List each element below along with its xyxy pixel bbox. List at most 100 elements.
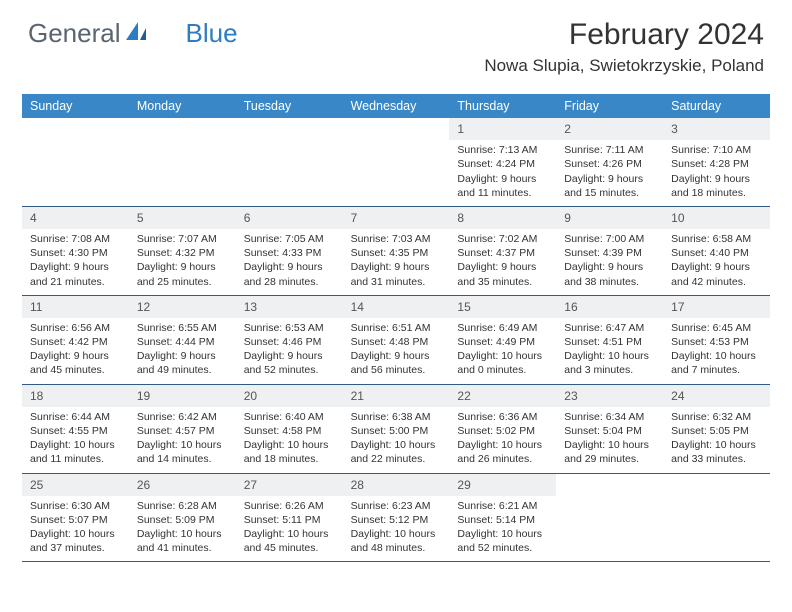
day-number: 8	[449, 207, 556, 229]
sunset-text: Sunset: 5:12 PM	[351, 513, 442, 527]
sunset-text: Sunset: 4:46 PM	[244, 335, 335, 349]
day-details: Sunrise: 6:36 AMSunset: 5:02 PMDaylight:…	[449, 407, 556, 473]
daylight-text: Daylight: 9 hours and 49 minutes.	[137, 349, 228, 377]
sunset-text: Sunset: 4:37 PM	[457, 246, 548, 260]
daylight-text: Daylight: 10 hours and 52 minutes.	[457, 527, 548, 555]
day-number: 22	[449, 385, 556, 407]
sunset-text: Sunset: 4:24 PM	[457, 157, 548, 171]
day-cell: 27Sunrise: 6:26 AMSunset: 5:11 PMDayligh…	[236, 474, 343, 563]
day-cell: 5Sunrise: 7:07 AMSunset: 4:32 PMDaylight…	[129, 207, 236, 296]
day-details: Sunrise: 6:58 AMSunset: 4:40 PMDaylight:…	[663, 229, 770, 295]
day-details: Sunrise: 6:55 AMSunset: 4:44 PMDaylight:…	[129, 318, 236, 384]
sunrise-text: Sunrise: 7:13 AM	[457, 143, 548, 157]
day-details: Sunrise: 7:13 AMSunset: 4:24 PMDaylight:…	[449, 140, 556, 206]
day-cell: 4Sunrise: 7:08 AMSunset: 4:30 PMDaylight…	[22, 207, 129, 296]
day-number: 16	[556, 296, 663, 318]
daylight-text: Daylight: 9 hours and 35 minutes.	[457, 260, 548, 288]
sunset-text: Sunset: 4:32 PM	[137, 246, 228, 260]
daylight-text: Daylight: 10 hours and 7 minutes.	[671, 349, 762, 377]
daylight-text: Daylight: 9 hours and 28 minutes.	[244, 260, 335, 288]
daylight-text: Daylight: 9 hours and 42 minutes.	[671, 260, 762, 288]
day-details: Sunrise: 7:11 AMSunset: 4:26 PMDaylight:…	[556, 140, 663, 206]
sunset-text: Sunset: 4:49 PM	[457, 335, 548, 349]
day-number: 6	[236, 207, 343, 229]
day-cell: 28Sunrise: 6:23 AMSunset: 5:12 PMDayligh…	[343, 474, 450, 563]
day-header-tuesday: Tuesday	[236, 94, 343, 118]
day-details: Sunrise: 6:44 AMSunset: 4:55 PMDaylight:…	[22, 407, 129, 473]
day-number: 2	[556, 118, 663, 140]
day-number: 28	[343, 474, 450, 496]
day-details: Sunrise: 6:53 AMSunset: 4:46 PMDaylight:…	[236, 318, 343, 384]
sunrise-text: Sunrise: 7:03 AM	[351, 232, 442, 246]
daylight-text: Daylight: 10 hours and 3 minutes.	[564, 349, 655, 377]
day-number: 7	[343, 207, 450, 229]
day-number: 20	[236, 385, 343, 407]
day-cell: 11Sunrise: 6:56 AMSunset: 4:42 PMDayligh…	[22, 296, 129, 385]
empty-cell	[556, 474, 663, 563]
daylight-text: Daylight: 10 hours and 48 minutes.	[351, 527, 442, 555]
calendar: SundayMondayTuesdayWednesdayThursdayFrid…	[22, 94, 770, 562]
day-number: 26	[129, 474, 236, 496]
sunrise-text: Sunrise: 6:32 AM	[671, 410, 762, 424]
day-number: 25	[22, 474, 129, 496]
daylight-text: Daylight: 9 hours and 25 minutes.	[137, 260, 228, 288]
day-cell: 3Sunrise: 7:10 AMSunset: 4:28 PMDaylight…	[663, 118, 770, 207]
title-block: February 2024 Nowa Slupia, Swietokrzyski…	[484, 18, 764, 76]
daylight-text: Daylight: 10 hours and 0 minutes.	[457, 349, 548, 377]
day-details: Sunrise: 7:00 AMSunset: 4:39 PMDaylight:…	[556, 229, 663, 295]
logo-text-2: Blue	[186, 18, 238, 49]
daylight-text: Daylight: 9 hours and 52 minutes.	[244, 349, 335, 377]
day-cell: 12Sunrise: 6:55 AMSunset: 4:44 PMDayligh…	[129, 296, 236, 385]
day-details: Sunrise: 7:10 AMSunset: 4:28 PMDaylight:…	[663, 140, 770, 206]
day-header-saturday: Saturday	[663, 94, 770, 118]
day-header-thursday: Thursday	[449, 94, 556, 118]
sunrise-text: Sunrise: 7:11 AM	[564, 143, 655, 157]
sunrise-text: Sunrise: 7:02 AM	[457, 232, 548, 246]
day-number: 1	[449, 118, 556, 140]
day-details: Sunrise: 6:34 AMSunset: 5:04 PMDaylight:…	[556, 407, 663, 473]
sunset-text: Sunset: 5:14 PM	[457, 513, 548, 527]
daylight-text: Daylight: 10 hours and 22 minutes.	[351, 438, 442, 466]
day-details: Sunrise: 7:05 AMSunset: 4:33 PMDaylight:…	[236, 229, 343, 295]
empty-cell	[343, 118, 450, 207]
daylight-text: Daylight: 9 hours and 45 minutes.	[30, 349, 121, 377]
daylight-text: Daylight: 9 hours and 21 minutes.	[30, 260, 121, 288]
day-details: Sunrise: 7:02 AMSunset: 4:37 PMDaylight:…	[449, 229, 556, 295]
sunset-text: Sunset: 4:57 PM	[137, 424, 228, 438]
sunset-text: Sunset: 4:42 PM	[30, 335, 121, 349]
empty-cell	[663, 474, 770, 563]
day-details: Sunrise: 6:56 AMSunset: 4:42 PMDaylight:…	[22, 318, 129, 384]
day-details: Sunrise: 6:51 AMSunset: 4:48 PMDaylight:…	[343, 318, 450, 384]
day-number: 12	[129, 296, 236, 318]
day-details: Sunrise: 6:47 AMSunset: 4:51 PMDaylight:…	[556, 318, 663, 384]
day-header-sunday: Sunday	[22, 94, 129, 118]
sunrise-text: Sunrise: 6:47 AM	[564, 321, 655, 335]
empty-cell	[236, 118, 343, 207]
sunrise-text: Sunrise: 6:49 AM	[457, 321, 548, 335]
sunrise-text: Sunrise: 6:36 AM	[457, 410, 548, 424]
day-cell: 13Sunrise: 6:53 AMSunset: 4:46 PMDayligh…	[236, 296, 343, 385]
day-details: Sunrise: 7:08 AMSunset: 4:30 PMDaylight:…	[22, 229, 129, 295]
day-details: Sunrise: 6:32 AMSunset: 5:05 PMDaylight:…	[663, 407, 770, 473]
daylight-text: Daylight: 10 hours and 14 minutes.	[137, 438, 228, 466]
day-number: 11	[22, 296, 129, 318]
sunset-text: Sunset: 5:11 PM	[244, 513, 335, 527]
day-cell: 22Sunrise: 6:36 AMSunset: 5:02 PMDayligh…	[449, 385, 556, 474]
sunrise-text: Sunrise: 6:34 AM	[564, 410, 655, 424]
day-details: Sunrise: 7:03 AMSunset: 4:35 PMDaylight:…	[343, 229, 450, 295]
sunrise-text: Sunrise: 7:10 AM	[671, 143, 762, 157]
day-cell: 25Sunrise: 6:30 AMSunset: 5:07 PMDayligh…	[22, 474, 129, 563]
sunset-text: Sunset: 4:48 PM	[351, 335, 442, 349]
sunset-text: Sunset: 4:53 PM	[671, 335, 762, 349]
sunrise-text: Sunrise: 6:26 AM	[244, 499, 335, 513]
week-row: 11Sunrise: 6:56 AMSunset: 4:42 PMDayligh…	[22, 296, 770, 385]
day-header-monday: Monday	[129, 94, 236, 118]
location: Nowa Slupia, Swietokrzyskie, Poland	[484, 56, 764, 76]
sunset-text: Sunset: 5:09 PM	[137, 513, 228, 527]
day-number: 24	[663, 385, 770, 407]
day-header-friday: Friday	[556, 94, 663, 118]
sunset-text: Sunset: 5:04 PM	[564, 424, 655, 438]
day-details: Sunrise: 6:38 AMSunset: 5:00 PMDaylight:…	[343, 407, 450, 473]
day-cell: 9Sunrise: 7:00 AMSunset: 4:39 PMDaylight…	[556, 207, 663, 296]
day-cell: 21Sunrise: 6:38 AMSunset: 5:00 PMDayligh…	[343, 385, 450, 474]
